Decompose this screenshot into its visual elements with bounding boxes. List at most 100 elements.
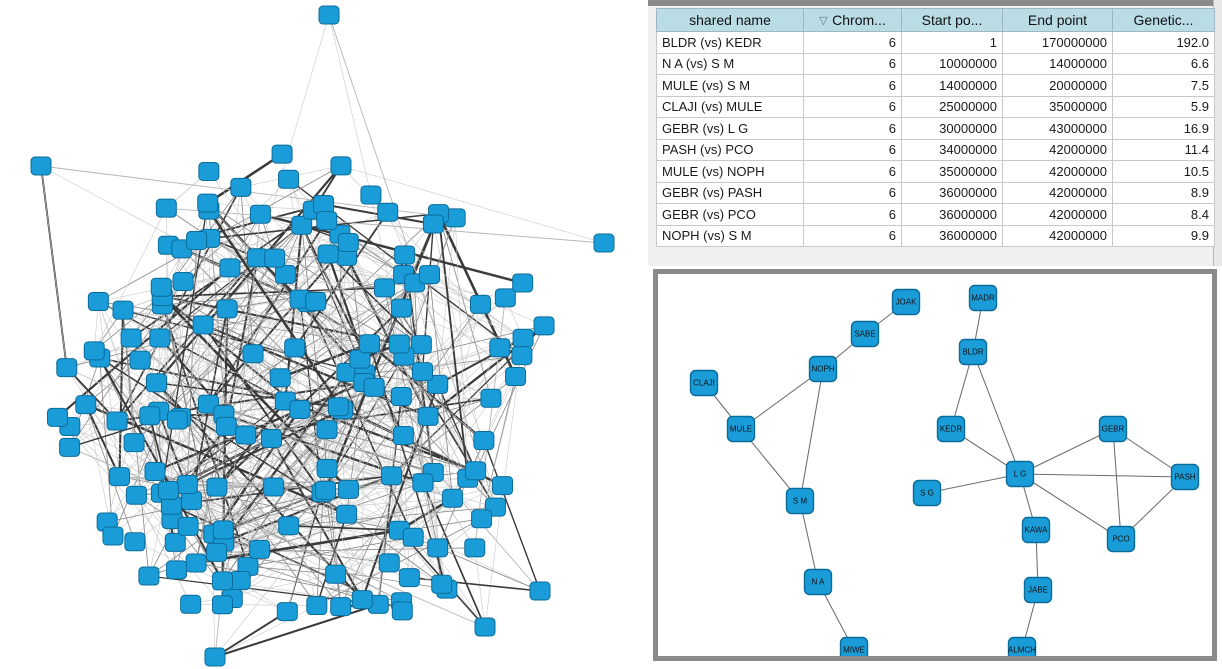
table-cell-end_point[interactable]: 42000000	[1002, 203, 1113, 226]
left-network-node[interactable]	[529, 581, 551, 601]
left-network-edge[interactable]	[207, 241, 350, 405]
left-network-node[interactable]	[359, 334, 381, 354]
left-network-edge[interactable]	[321, 492, 342, 607]
edge-NOPH-MULE[interactable]	[740, 368, 824, 430]
table-cell-end_point[interactable]: 35000000	[1002, 95, 1113, 118]
left-network-node[interactable]	[469, 294, 491, 314]
left-network-node[interactable]	[230, 177, 252, 197]
left-network-edge[interactable]	[222, 372, 348, 531]
left-network-node[interactable]	[330, 597, 352, 617]
table-row[interactable]: PASH (vs) PCO 6 34000000 42000000 11.4	[656, 138, 1215, 161]
table-cell-shared_name[interactable]: BLDR (vs) KEDR	[656, 31, 804, 54]
left-network-edge[interactable]	[209, 238, 415, 284]
left-network-edge[interactable]	[213, 475, 392, 535]
left-network-node[interactable]	[120, 328, 142, 348]
left-network-edge[interactable]	[427, 347, 501, 417]
left-network-node[interactable]	[166, 560, 188, 580]
graph-node-JABE[interactable]: JABE	[1023, 576, 1053, 604]
table-cell-shared_name[interactable]: GEBR (vs) L G	[656, 117, 804, 140]
left-network-edge[interactable]	[177, 419, 188, 485]
left-network-node[interactable]	[442, 488, 464, 508]
table-cell-end_point[interactable]: 42000000	[1002, 181, 1113, 204]
left-network-node[interactable]	[155, 198, 177, 218]
left-network-node[interactable]	[129, 350, 151, 370]
left-network-edge[interactable]	[216, 274, 286, 488]
left-network-node[interactable]	[325, 564, 347, 584]
left-network-node[interactable]	[215, 416, 237, 436]
left-network-edge[interactable]	[340, 498, 453, 607]
left-network-edge[interactable]	[99, 358, 114, 537]
left-network-node[interactable]	[229, 571, 251, 591]
left-network-node[interactable]	[489, 338, 511, 358]
table-cell-start_point[interactable]: 1	[901, 31, 1003, 54]
left-network-edge[interactable]	[414, 282, 424, 483]
left-network-node[interactable]	[419, 265, 441, 285]
column-header-start-point[interactable]: Start po...	[901, 8, 1003, 32]
left-network-edge[interactable]	[223, 347, 295, 415]
table-cell-chromosome[interactable]: 6	[803, 138, 902, 161]
left-network-node[interactable]	[269, 368, 291, 388]
table-row[interactable]: GEBR (vs) PASH 6 36000000 42000000 8.9	[656, 181, 1215, 204]
left-network-edge[interactable]	[299, 409, 363, 600]
left-network-node[interactable]	[390, 386, 412, 406]
left-network-node[interactable]	[471, 509, 493, 529]
left-network-edge[interactable]	[162, 296, 370, 345]
left-network-edge[interactable]	[149, 274, 286, 416]
table-cell-genetic[interactable]: 10.5	[1112, 160, 1215, 183]
left-network-edge[interactable]	[346, 325, 545, 373]
left-network-node[interactable]	[315, 480, 337, 500]
table-row[interactable]: NOPH (vs) S M 6 36000000 42000000 9.9	[656, 224, 1215, 247]
left-network-node[interactable]	[83, 341, 105, 361]
left-network-edge[interactable]	[335, 482, 424, 575]
left-network-node[interactable]	[211, 595, 233, 615]
left-network-node[interactable]	[316, 459, 338, 479]
table-cell-chromosome[interactable]: 6	[803, 74, 902, 97]
table-cell-start_point[interactable]: 34000000	[901, 138, 1003, 161]
graph-node-MULE[interactable]: MULE	[726, 415, 756, 443]
left-network-node[interactable]	[125, 485, 147, 505]
left-network-node[interactable]	[337, 479, 359, 499]
left-network-edge[interactable]	[98, 301, 370, 345]
table-body[interactable]: BLDR (vs) KEDR 6 1 170000000 192.0 N A (vs) S…	[656, 31, 1215, 247]
left-network-edge[interactable]	[384, 287, 439, 548]
left-network-edge[interactable]	[202, 324, 225, 415]
table-cell-shared_name[interactable]: MULE (vs) NOPH	[656, 160, 804, 183]
table-cell-chromosome[interactable]: 6	[803, 203, 902, 226]
graph-node-L-G[interactable]: L G	[1005, 460, 1035, 488]
left-network-node[interactable]	[317, 244, 339, 264]
left-network-node[interactable]	[146, 373, 168, 393]
left-network-node[interactable]	[378, 553, 400, 573]
graph-node-CLAJI[interactable]: CLAJI	[689, 369, 719, 397]
edge-table-panel[interactable]: shared name Chrom... Start po... End poi…	[648, 0, 1222, 266]
left-network-edge[interactable]	[328, 14, 372, 196]
left-network-edge[interactable]	[186, 240, 198, 485]
left-network-edge[interactable]	[202, 324, 281, 379]
left-network-edge[interactable]	[98, 253, 329, 302]
left-network-edge[interactable]	[223, 414, 503, 486]
table-cell-shared_name[interactable]: GEBR (vs) PASH	[656, 181, 804, 204]
left-network-node[interactable]	[56, 358, 78, 378]
left-network-edge[interactable]	[293, 211, 389, 349]
left-network-node[interactable]	[427, 374, 449, 394]
left-network-node[interactable]	[216, 299, 238, 319]
graph-node-SABE[interactable]: SABE	[850, 320, 880, 348]
table-cell-genetic[interactable]: 7.5	[1112, 74, 1215, 97]
left-network-node[interactable]	[392, 426, 414, 446]
graph-node-S-G[interactable]: S G	[912, 479, 942, 507]
left-network-node[interactable]	[360, 185, 382, 205]
left-network-node[interactable]	[186, 231, 208, 251]
left-network-edge[interactable]	[190, 603, 317, 606]
left-network-node[interactable]	[422, 214, 444, 234]
left-network-edge[interactable]	[207, 220, 328, 405]
left-network-edge[interactable]	[257, 257, 500, 349]
left-network-edge[interactable]	[273, 486, 442, 585]
left-network-edge[interactable]	[162, 287, 385, 298]
left-network-node[interactable]	[431, 574, 453, 594]
table-cell-start_point[interactable]: 35000000	[901, 160, 1003, 183]
left-network-node[interactable]	[192, 315, 214, 335]
edge-S M-N A[interactable]	[799, 500, 819, 583]
subnetwork-graph-panel[interactable]: JOAK MADR SABE BLDR NOPH CLAJI GEBR KEDR MULE L G…	[653, 269, 1217, 661]
left-network-edge[interactable]	[214, 605, 317, 658]
left-network-node[interactable]	[417, 406, 439, 426]
left-network-edge[interactable]	[474, 547, 486, 628]
